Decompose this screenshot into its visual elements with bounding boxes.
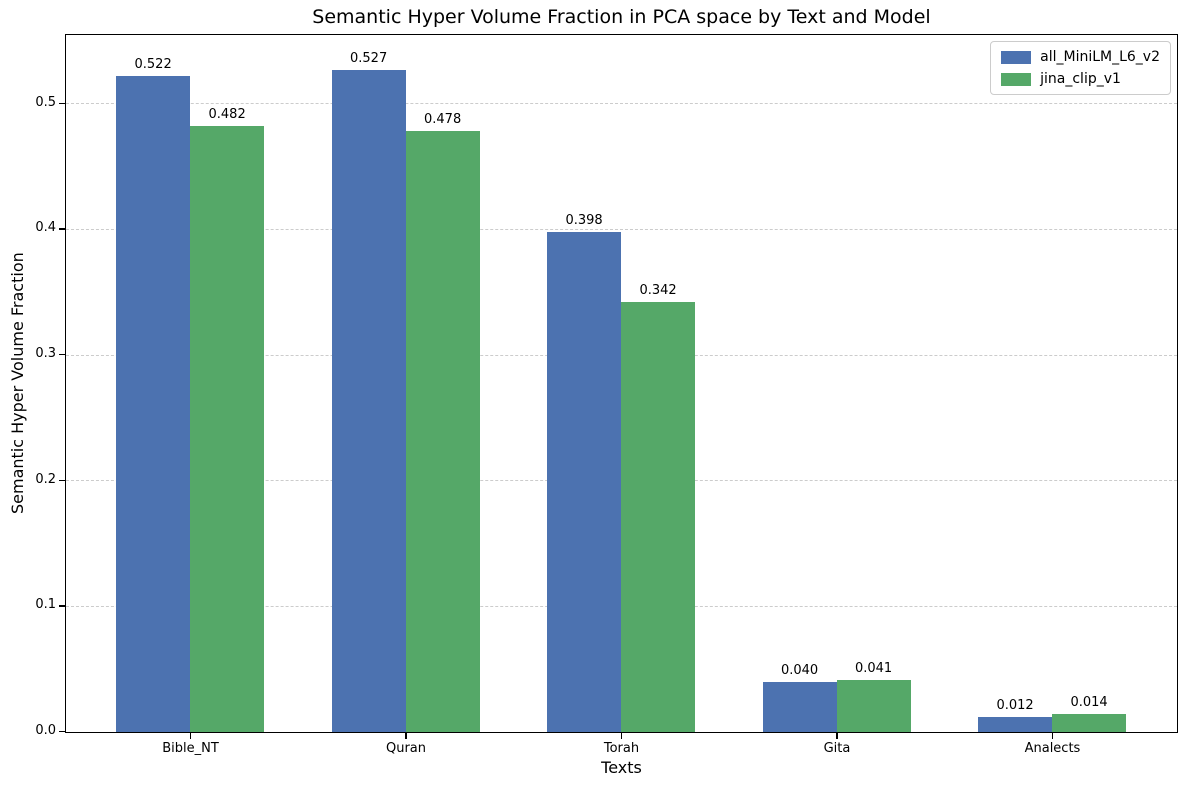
legend-label: all_MiniLM_L6_v2 — [1040, 49, 1160, 65]
y-tick-label: 0.3 — [35, 346, 56, 362]
bar-all_MiniLM_L6_v2-Torah — [547, 231, 622, 732]
y-tick-mark — [59, 228, 65, 230]
y-tick-label: 0.4 — [35, 220, 56, 236]
bar-value-label: 0.040 — [780, 662, 819, 678]
legend-row: all_MiniLM_L6_v2 — [1001, 49, 1160, 65]
y-tick-mark — [59, 730, 65, 733]
bar-jina_clip_v1-Bible_NT — [190, 126, 265, 732]
x-tick-label-Quran: Quran — [385, 741, 427, 756]
legend: all_MiniLM_L6_v2 jina_clip_v1 — [990, 41, 1171, 95]
y-tick-label: 0.5 — [35, 94, 56, 110]
x-tick-mark — [405, 733, 407, 739]
chart-title: Semantic Hyper Volume Fraction in PCA sp… — [312, 6, 931, 28]
x-tick-mark — [620, 733, 623, 739]
bar-value-label: 0.527 — [350, 50, 388, 66]
bar-all_MiniLM_L6_v2-Gita — [762, 681, 837, 732]
x-tick-mark — [836, 733, 838, 739]
y-tick-mark — [59, 353, 65, 356]
bar-jina_clip_v1-Gita — [836, 680, 911, 732]
legend-swatch-icon — [1001, 50, 1032, 64]
bar-jina_clip_v1-Torah — [621, 302, 696, 732]
bar-value-label: 0.014 — [1070, 695, 1108, 711]
bar-jina_clip_v1-Quran — [405, 131, 480, 732]
bar-value-label: 0.482 — [208, 107, 246, 123]
x-tick-label-Analects: Analects — [1024, 741, 1081, 756]
y-tick-label: 0.0 — [35, 723, 56, 739]
bar-value-label: 0.012 — [996, 697, 1034, 713]
bar-value-label: 0.041 — [854, 661, 893, 677]
x-tick-label-Torah: Torah — [603, 741, 640, 756]
legend-swatch-icon — [1001, 72, 1032, 86]
bar-value-label: 0.522 — [134, 57, 172, 73]
bar-value-label: 0.478 — [424, 112, 462, 128]
gridline — [66, 103, 1177, 105]
y-tick-label: 0.2 — [35, 471, 56, 487]
y-tick-mark — [59, 102, 65, 104]
bar-jina_clip_v1-Analects — [1052, 714, 1127, 732]
plot-area: all_MiniLM_L6_v2 jina_clip_v1 0.522 0.482 0… — [65, 34, 1178, 733]
y-tick-label: 0.1 — [35, 597, 56, 613]
bar-all_MiniLM_L6_v2-Quran — [331, 69, 406, 732]
legend-label: jina_clip_v1 — [1040, 71, 1121, 87]
bar-value-label: 0.398 — [565, 212, 603, 228]
x-axis-label: Texts — [601, 758, 642, 777]
gridline — [66, 229, 1177, 231]
bar-all_MiniLM_L6_v2-Bible_NT — [116, 76, 191, 732]
y-axis-label: Semantic Hyper Volume Fraction — [8, 252, 27, 515]
x-tick-label-Gita: Gita — [823, 741, 851, 756]
bar-all_MiniLM_L6_v2-Analects — [978, 716, 1053, 732]
x-tick-mark — [189, 733, 192, 739]
bar-value-label: 0.342 — [639, 283, 677, 299]
x-tick-mark — [1051, 733, 1054, 739]
x-tick-label-Bible_NT: Bible_NT — [162, 741, 219, 756]
y-tick-mark — [59, 479, 65, 481]
y-tick-mark — [59, 605, 65, 607]
legend-row: jina_clip_v1 — [1001, 71, 1160, 87]
